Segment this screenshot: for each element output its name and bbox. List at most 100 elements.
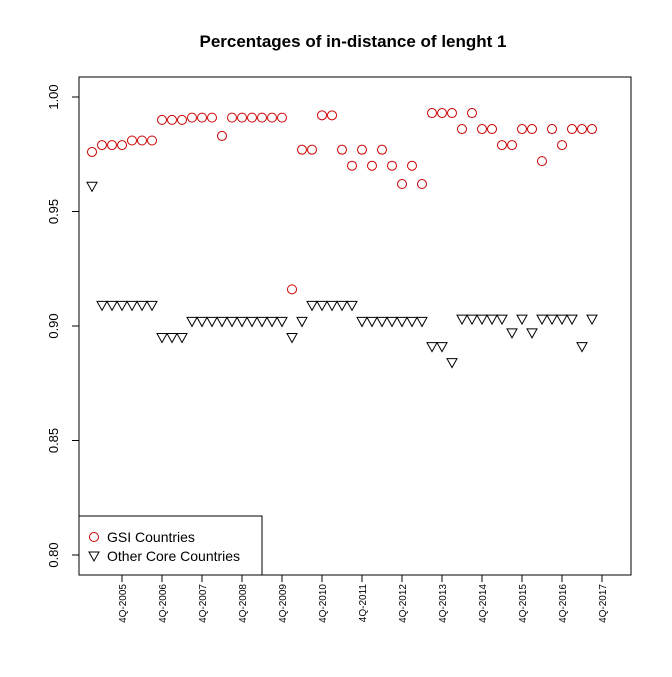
data-point-other-core (436, 342, 448, 353)
data-point-gsi (317, 110, 327, 121)
x-tick-label: 4Q-2010 (318, 584, 329, 623)
data-point-other-core (556, 314, 568, 326)
y-tick-label: 1.00 (46, 84, 61, 109)
x-tick-label: 4Q-2013 (438, 584, 449, 623)
data-point-gsi (267, 112, 277, 123)
data-point-gsi (447, 108, 457, 119)
legend-label-gsi: GSI Countries (107, 529, 195, 545)
x-tick-label: 4Q-2016 (558, 584, 569, 623)
data-point-gsi (397, 179, 407, 190)
series-layer (86, 108, 598, 369)
x-tick-label: 4Q-2009 (278, 584, 289, 623)
data-point-other-core (376, 316, 388, 328)
data-point-gsi (147, 135, 157, 146)
y-tick-label: 0.95 (46, 199, 61, 224)
data-point-gsi (337, 144, 347, 155)
x-tick-label: 4Q-2008 (238, 584, 249, 623)
data-point-gsi (207, 112, 217, 123)
y-tick-label: 0.90 (46, 313, 61, 338)
data-point-gsi (567, 124, 577, 135)
data-point-gsi (237, 112, 247, 123)
data-point-gsi (377, 144, 387, 155)
data-point-other-core (496, 314, 508, 326)
data-point-gsi (357, 144, 367, 155)
data-point-gsi (187, 112, 197, 123)
data-point-gsi (157, 114, 167, 125)
legend-label-other-core: Other Core Countries (107, 548, 240, 564)
data-point-gsi (517, 124, 527, 135)
data-point-other-core (206, 316, 218, 328)
data-point-gsi (537, 156, 547, 167)
data-point-other-core (426, 342, 438, 353)
series-other-core-countries (86, 181, 598, 369)
data-point-gsi (247, 112, 257, 123)
data-point-gsi (467, 108, 477, 119)
data-point-other-core (276, 316, 288, 328)
data-point-gsi (477, 124, 487, 135)
data-point-other-core (296, 316, 308, 328)
data-point-gsi (577, 124, 587, 135)
data-point-other-core (466, 314, 478, 326)
data-point-other-core (126, 300, 138, 312)
data-point-other-core (366, 316, 378, 328)
data-point-other-core (86, 181, 98, 193)
data-point-gsi (327, 110, 337, 121)
data-point-gsi (167, 114, 177, 125)
data-point-other-core (516, 314, 528, 326)
data-point-other-core (166, 332, 178, 344)
data-point-gsi (587, 124, 597, 135)
data-point-other-core (346, 300, 358, 312)
data-point-gsi (277, 112, 287, 123)
legend-box (78, 515, 263, 576)
data-point-other-core (116, 300, 128, 312)
data-point-other-core (336, 300, 348, 312)
y-axis: 0.80 0.85 0.90 0.95 1.00 (46, 84, 80, 568)
data-point-other-core (586, 314, 598, 326)
data-point-other-core (476, 314, 488, 326)
data-point-gsi (287, 284, 297, 295)
data-point-other-core (406, 316, 418, 328)
data-point-gsi (87, 146, 97, 157)
data-point-gsi (117, 140, 127, 151)
data-point-gsi (227, 112, 237, 123)
y-tick-label: 0.80 (46, 542, 61, 567)
data-point-other-core (186, 316, 198, 328)
data-point-gsi (387, 160, 397, 171)
data-point-gsi (367, 160, 377, 171)
data-point-other-core (356, 316, 368, 328)
data-point-other-core (96, 300, 108, 312)
data-point-gsi (527, 124, 537, 135)
data-point-other-core (146, 300, 158, 312)
x-tick-label: 4Q-2014 (478, 584, 489, 623)
data-point-gsi (257, 112, 267, 123)
data-point-gsi (547, 124, 557, 135)
data-point-gsi (107, 140, 117, 151)
x-tick-label: 4Q-2011 (358, 584, 369, 623)
data-point-other-core (576, 342, 588, 353)
data-point-gsi (497, 140, 507, 151)
data-point-gsi (347, 160, 357, 171)
data-point-other-core (526, 328, 538, 339)
data-point-other-core (446, 358, 458, 369)
data-point-gsi (97, 140, 107, 151)
y-tick-label: 0.85 (46, 428, 61, 453)
data-point-other-core (316, 300, 328, 312)
x-axis: 4Q-2005 4Q-2006 4Q-2007 4Q-2008 4Q-2009 4Q-20… (118, 574, 609, 623)
series-gsi-countries (87, 108, 597, 295)
data-point-other-core (226, 316, 238, 328)
data-point-other-core (266, 316, 278, 328)
data-point-other-core (256, 316, 268, 328)
data-point-gsi (307, 144, 317, 155)
data-point-gsi (427, 108, 437, 119)
data-point-other-core (106, 300, 118, 312)
data-point-other-core (236, 316, 248, 328)
data-point-gsi (297, 144, 307, 155)
data-point-other-core (306, 300, 318, 312)
data-point-other-core (286, 332, 298, 344)
data-point-other-core (416, 316, 428, 328)
data-point-other-core (176, 332, 188, 344)
data-point-gsi (457, 124, 467, 135)
data-point-gsi (487, 124, 497, 135)
data-point-gsi (137, 135, 147, 146)
